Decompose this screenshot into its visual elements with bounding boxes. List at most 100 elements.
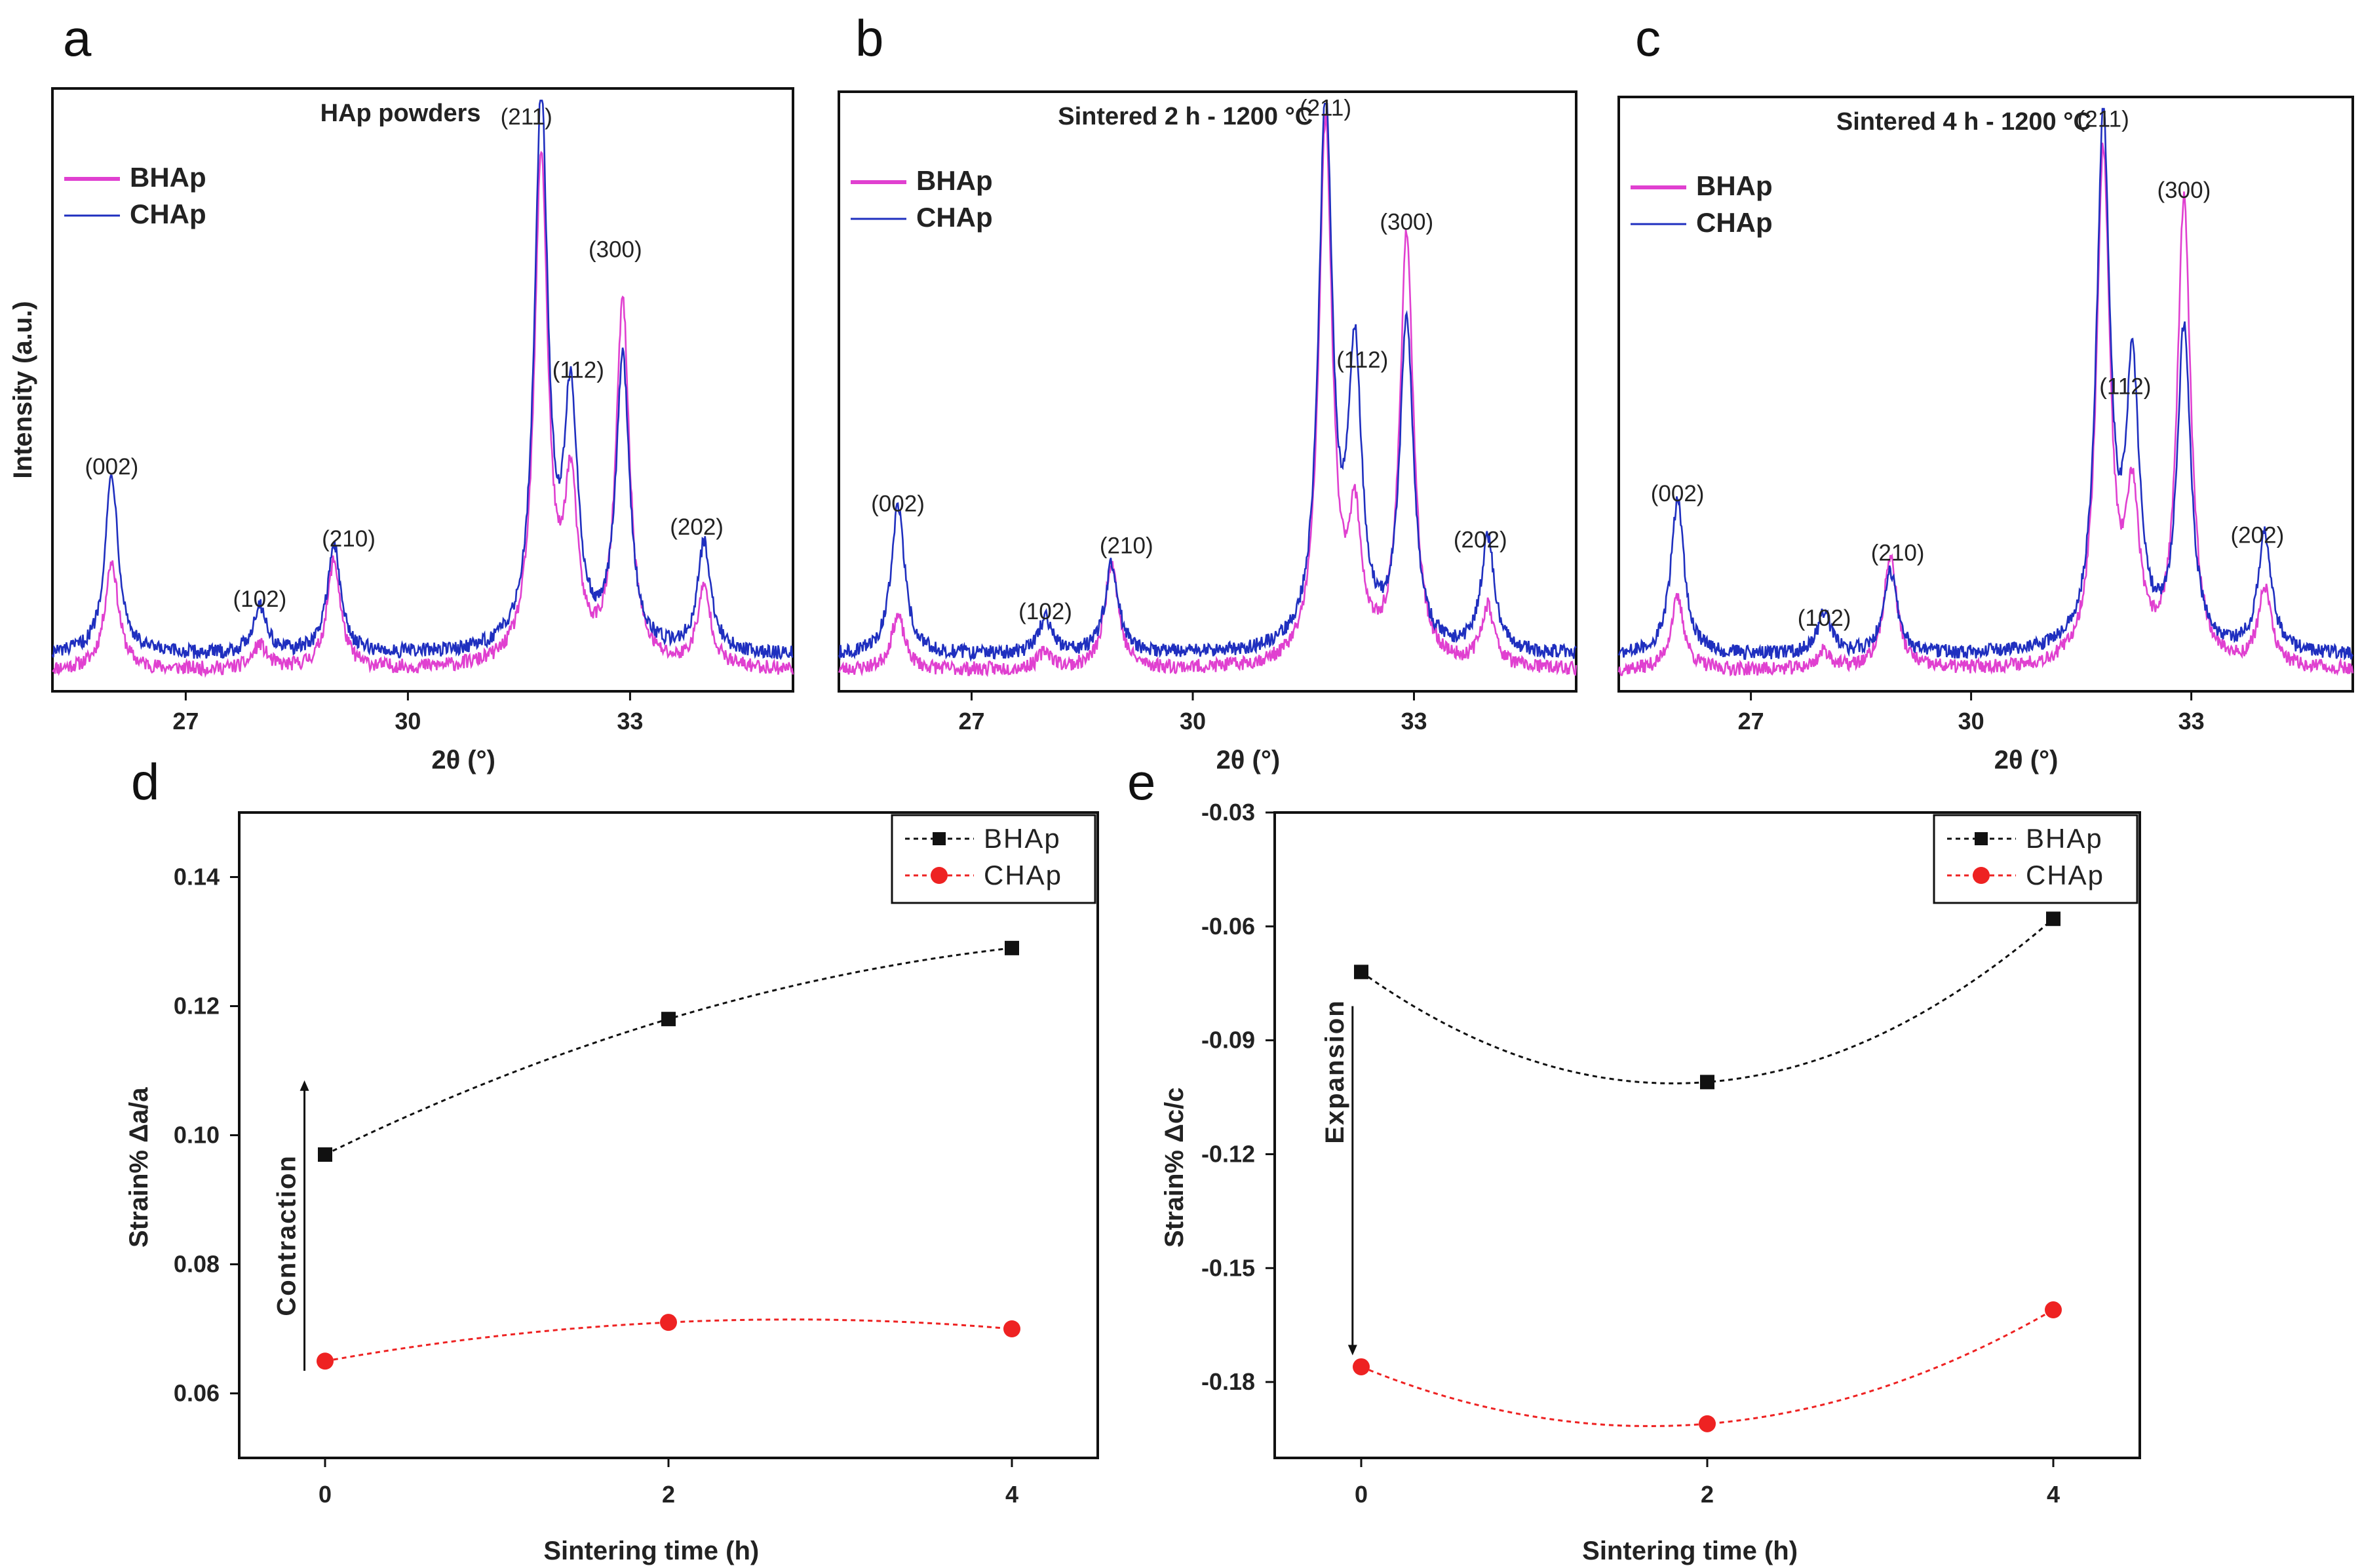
legend-marker-chap (1973, 867, 1990, 884)
x-tick-label: 0 (1355, 1481, 1368, 1508)
series-line-bhap (838, 113, 1577, 678)
y-tick-label: -0.15 (1201, 1254, 1255, 1281)
peak-label: (112) (1336, 347, 1388, 373)
data-point-chap (317, 1352, 334, 1370)
panel-letter: e (1127, 753, 1155, 811)
x-tick-label: 30 (395, 708, 421, 735)
peak-label: (300) (589, 237, 642, 263)
peak-label: (202) (1454, 527, 1507, 552)
data-point-bhap (1354, 965, 1368, 980)
legend-label-chap: CHAp (1696, 207, 1773, 238)
series-line-bhap (52, 151, 794, 678)
x-tick-label: 27 (1738, 708, 1764, 735)
peak-label: (211) (501, 104, 552, 130)
annotation-label: Expansion (1321, 999, 1349, 1143)
series-line-chap (1361, 1309, 2054, 1427)
peak-label: (002) (871, 491, 925, 517)
annotation-arrow-head (300, 1080, 309, 1091)
legend-label-chap: CHAp (916, 202, 993, 233)
y-axis-title: Strain% Δa/a (125, 1087, 153, 1248)
legend-label-bhap: BHAp (2026, 823, 2103, 854)
y-tick-label: -0.06 (1201, 913, 1255, 940)
y-tick-label: -0.18 (1201, 1368, 1255, 1395)
plot-frame (51, 87, 794, 693)
y-tick-label: -0.09 (1201, 1027, 1255, 1054)
series-line-chap (324, 1318, 1013, 1362)
x-tick-label: 4 (1005, 1481, 1018, 1508)
y-tick-label: -0.03 (1201, 799, 1255, 826)
annotation-arrow-head (1347, 1345, 1357, 1356)
peak-label: (002) (1651, 481, 1705, 507)
legend-label-bhap: BHAp (130, 162, 206, 193)
legend-box (1933, 814, 2138, 904)
x-axis-title: 2θ (°) (431, 746, 495, 774)
panel-a: a 27 30 33 2θ (°) Intensity (a.u.) HAp powders… (9, 9, 794, 774)
data-point-bhap (661, 1012, 676, 1027)
x-tick-label: 33 (1401, 708, 1427, 735)
peak-label: (210) (1871, 540, 1925, 565)
peak-label: (102) (1018, 599, 1072, 624)
peak-label: (112) (552, 358, 604, 383)
panel-title: Sintered 2 h - 1200 °C (1058, 103, 1313, 130)
x-tick-label: 27 (958, 708, 984, 735)
y-tick-label: -0.12 (1201, 1140, 1255, 1167)
series-line-bhap (1617, 142, 2354, 677)
peak-label: (102) (1798, 605, 1851, 631)
legend-marker-bhap (933, 832, 946, 845)
legend-label-bhap: BHAp (984, 823, 1061, 854)
x-tick-label: 27 (172, 708, 199, 735)
plot-frame (1273, 811, 2141, 1459)
x-tick-label: 2 (662, 1481, 675, 1508)
panel-d: d 0.06 0.08 0.10 0.12 0.14 0 2 4 Sintering time (… (125, 753, 1099, 1565)
y-tick-label: 0.12 (174, 993, 220, 1020)
y-tick-label: 0.10 (174, 1122, 220, 1149)
legend-label-chap: CHAp (984, 860, 1062, 890)
plot-frame (238, 811, 1099, 1459)
x-tick-label: 30 (1180, 708, 1206, 735)
data-point-chap (2045, 1301, 2062, 1319)
x-axis-title: Sintering time (h) (543, 1537, 759, 1565)
legend-label-chap: CHAp (130, 199, 206, 229)
plot-frame (1617, 96, 2354, 693)
peak-label: (300) (1380, 209, 1433, 235)
plot-frame (838, 90, 1577, 693)
x-tick-label: 33 (2178, 708, 2205, 735)
panel-letter: d (131, 753, 159, 811)
data-point-chap (1003, 1320, 1020, 1337)
panel-letter: c (1635, 9, 1661, 67)
peak-label: (211) (1300, 96, 1351, 121)
legend-label-chap: CHAp (2026, 860, 2104, 890)
y-axis-title: Strain% Δc/c (1160, 1088, 1189, 1248)
peak-label: (210) (322, 526, 376, 552)
data-point-bhap (1700, 1075, 1714, 1090)
panel-b: b 27 30 33 2θ (°) Sintered 2 h - 1200 °C BHAp C… (838, 9, 1577, 774)
series-line-bhap (1361, 918, 2054, 1084)
legend-marker-bhap (1975, 832, 1988, 845)
y-tick-label: 0.08 (174, 1251, 220, 1278)
series-line-bhap (324, 947, 1013, 1156)
annotation-label: Contraction (273, 1155, 301, 1316)
data-point-bhap (318, 1147, 332, 1162)
panel-title: Sintered 4 h - 1200 °C (1836, 108, 2091, 136)
panel-e: e -0.03 -0.06 -0.09 -0.12 -0.15 -0.18 0 2 4 Sinter… (1127, 753, 2141, 1565)
panel-letter: a (63, 9, 92, 67)
x-tick-label: 2 (1701, 1481, 1714, 1508)
series-line-chap (838, 103, 1577, 662)
legend-box (891, 814, 1096, 904)
data-point-bhap (2046, 911, 2060, 927)
panel-c: c 27 30 33 2θ (°) Sintered 4 h - 1200 °C BHAp C… (1617, 9, 2354, 774)
x-tick-label: 30 (1958, 708, 1984, 735)
peak-label: (210) (1100, 533, 1153, 559)
legend-label-bhap: BHAp (916, 165, 993, 196)
peak-label: (202) (2231, 522, 2285, 548)
legend-label-bhap: BHAp (1696, 170, 1773, 201)
x-axis-title: Sintering time (h) (1582, 1537, 1798, 1565)
peak-label: (112) (2099, 374, 2151, 400)
data-point-chap (1699, 1415, 1716, 1432)
y-tick-label: 0.14 (174, 864, 220, 890)
data-point-chap (1353, 1358, 1370, 1375)
x-tick-label: 0 (319, 1481, 332, 1508)
panel-title: HAp powders (320, 100, 481, 127)
x-axis-title: 2θ (°) (1216, 746, 1281, 774)
